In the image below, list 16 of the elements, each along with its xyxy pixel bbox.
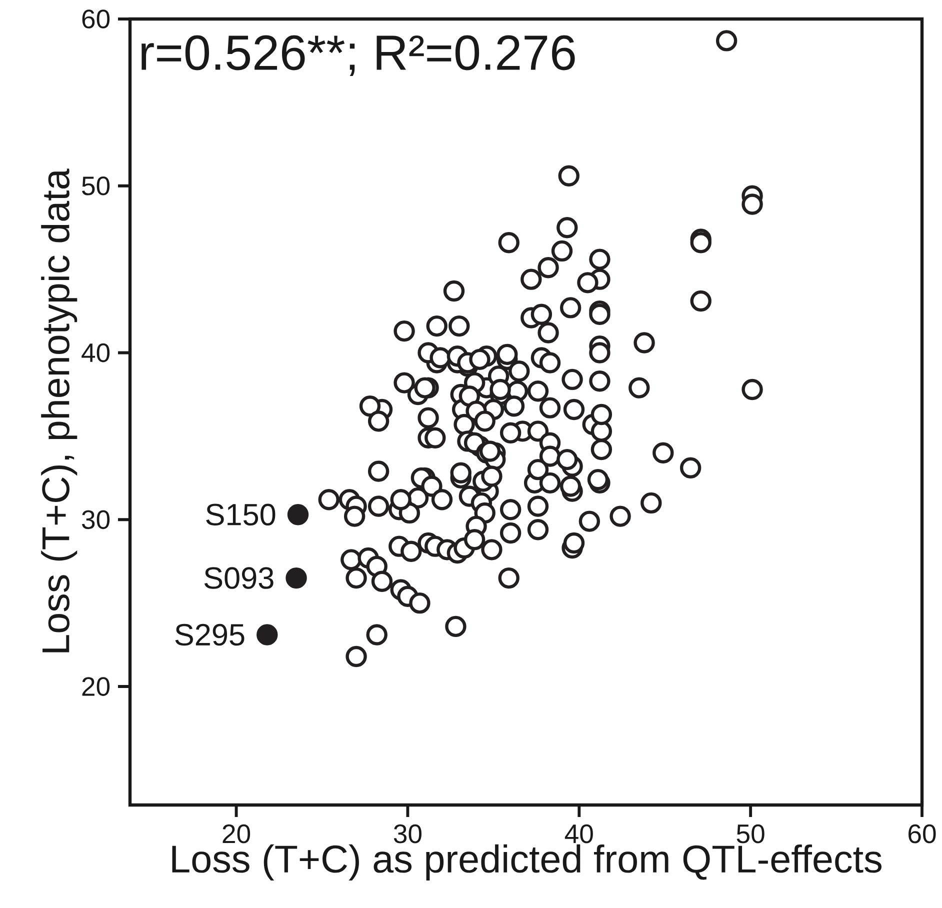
x-tick-label: 40: [564, 824, 593, 844]
y-tick-label: 20: [82, 677, 110, 696]
annotation: r=0.526**; R²=0.276: [142, 35, 575, 76]
y-tick-label: 40: [82, 343, 110, 362]
y-axis-title: Loss (T+C), phenotypic data: [41, 168, 78, 652]
x-axis-title: Loss (T+C) as predicted from QTL-effects: [172, 844, 882, 880]
x-tick-label: 30: [394, 824, 422, 844]
annotation: S093: [204, 567, 274, 589]
annotation: S295: [175, 624, 244, 646]
y-tick-label: 60: [82, 10, 110, 28]
annotation: S150: [206, 504, 276, 526]
x-tick-label: 20: [222, 824, 250, 844]
x-tick-label: 50: [736, 824, 764, 844]
y-tick-label: 50: [82, 176, 110, 196]
x-tick-label: 60: [908, 824, 936, 844]
y-tick-label: 30: [82, 510, 110, 530]
